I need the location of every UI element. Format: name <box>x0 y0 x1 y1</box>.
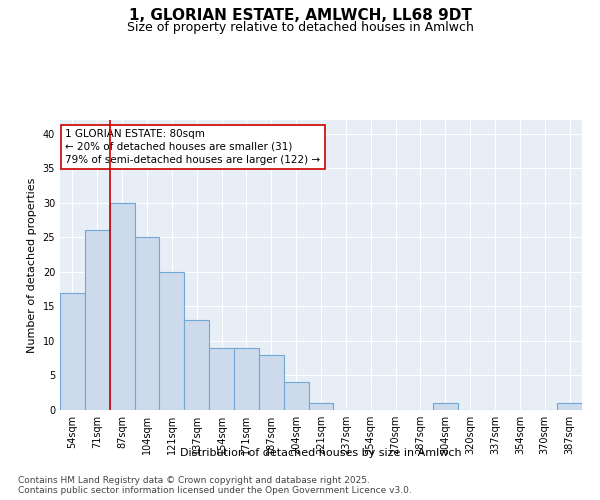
Bar <box>60 292 85 410</box>
Text: Size of property relative to detached houses in Amlwch: Size of property relative to detached ho… <box>127 21 473 34</box>
Text: Distribution of detached houses by size in Amlwch: Distribution of detached houses by size … <box>180 448 462 458</box>
Bar <box>234 348 259 410</box>
Text: 1, GLORIAN ESTATE, AMLWCH, LL68 9DT: 1, GLORIAN ESTATE, AMLWCH, LL68 9DT <box>128 8 472 22</box>
Bar <box>209 348 234 410</box>
Bar <box>134 238 160 410</box>
Bar <box>308 403 334 410</box>
Bar <box>259 355 284 410</box>
Y-axis label: Number of detached properties: Number of detached properties <box>27 178 37 352</box>
Bar <box>284 382 308 410</box>
Bar <box>184 320 209 410</box>
Bar <box>110 203 134 410</box>
Text: Contains HM Land Registry data © Crown copyright and database right 2025.
Contai: Contains HM Land Registry data © Crown c… <box>18 476 412 495</box>
Bar <box>433 403 458 410</box>
Bar <box>557 403 582 410</box>
Bar <box>160 272 184 410</box>
Text: 1 GLORIAN ESTATE: 80sqm
← 20% of detached houses are smaller (31)
79% of semi-de: 1 GLORIAN ESTATE: 80sqm ← 20% of detache… <box>65 128 320 165</box>
Bar <box>85 230 110 410</box>
